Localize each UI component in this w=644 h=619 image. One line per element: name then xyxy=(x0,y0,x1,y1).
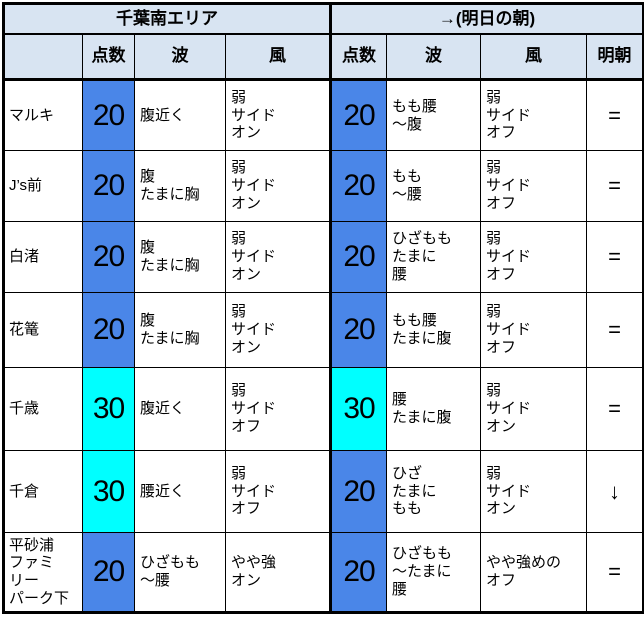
trend-column-header: 明朝 xyxy=(585,33,644,81)
site-cell: 平砂浦 ファミ リー パーク下 xyxy=(3,532,83,613)
score-column-header-left: 点数 xyxy=(82,33,135,81)
score-cell-right: 20 xyxy=(329,79,387,151)
table-row: J’s前 20 腹 たまに胸 弱 サイド オン 20 もも ～腰 弱 サイド オ… xyxy=(3,150,644,222)
wave-cell-left: 腹 たまに胸 xyxy=(134,150,226,222)
trend-cell: ↓ xyxy=(585,450,644,533)
score-cell-left: 20 xyxy=(82,150,135,222)
wind-cell-right: 弱 サイド オフ xyxy=(480,221,587,293)
wave-cell-right: 腰 たまに腹 xyxy=(386,367,481,451)
score-cell-left: 20 xyxy=(82,292,135,368)
wind-cell-right: 弱 サイド オフ xyxy=(480,150,587,222)
wind-column-header-left: 風 xyxy=(225,33,331,81)
site-cell: 花篭 xyxy=(3,292,83,368)
wind-cell-left: 弱 サイド オン xyxy=(225,79,331,151)
wave-cell-left: ひざもも ～腰 xyxy=(134,532,226,613)
score-cell-right: 20 xyxy=(329,450,387,533)
wave-cell-right: ひざもも たまに 腰 xyxy=(386,221,481,293)
score-cell-right: 20 xyxy=(329,532,387,613)
score-cell-right: 20 xyxy=(329,150,387,222)
wave-cell-left: 腰近く xyxy=(134,450,226,533)
area-title-left: 千葉南エリア xyxy=(3,3,331,35)
score-column-header-right: 点数 xyxy=(329,33,387,81)
trend-cell: = xyxy=(585,532,644,613)
wind-cell-left: やや強 オン xyxy=(225,532,331,613)
trend-cell: = xyxy=(585,292,644,368)
wave-cell-right: もも腰 たまに腹 xyxy=(386,292,481,368)
wind-cell-left: 弱 サイド オフ xyxy=(225,367,331,451)
wave-cell-right: もも ～腰 xyxy=(386,150,481,222)
site-cell: J’s前 xyxy=(3,150,83,222)
wave-cell-left: 腹 たまに胸 xyxy=(134,221,226,293)
wave-cell-right: もも腰 ～腹 xyxy=(386,79,481,151)
score-cell-left: 30 xyxy=(82,367,135,451)
wind-cell-left: 弱 サイド オン xyxy=(225,150,331,222)
wind-cell-left: 弱 サイド オフ xyxy=(225,450,331,533)
trend-cell: = xyxy=(585,79,644,151)
wave-column-header-left: 波 xyxy=(134,33,226,81)
table-row: 千倉 30 腰近く 弱 サイド オフ 20 ひざ たまに もも 弱 サイド オン… xyxy=(3,450,644,533)
table-row: マルキ 20 腹近く 弱 サイド オン 20 もも腰 ～腹 弱 サイド オフ = xyxy=(3,79,644,151)
wind-cell-right: 弱 サイド オン xyxy=(480,450,587,533)
score-cell-left: 20 xyxy=(82,221,135,293)
score-cell-left: 20 xyxy=(82,532,135,613)
wind-cell-right: 弱 サイド オン xyxy=(480,367,587,451)
wave-cell-left: 腹近く xyxy=(134,79,226,151)
table-row: 平砂浦 ファミ リー パーク下 20 ひざもも ～腰 やや強 オン 20 ひざも… xyxy=(3,532,644,613)
trend-cell: = xyxy=(585,221,644,293)
score-cell-right: 20 xyxy=(329,292,387,368)
wind-cell-right: 弱 サイド オフ xyxy=(480,292,587,368)
site-cell: マルキ xyxy=(3,79,83,151)
wind-cell-right: 弱 サイド オフ xyxy=(480,79,587,151)
table-row: 千歳 30 腹近く 弱 サイド オフ 30 腰 たまに腹 弱 サイド オン = xyxy=(3,367,644,451)
wave-cell-right: ひざもも ～たまに 腰 xyxy=(386,532,481,613)
score-cell-right: 20 xyxy=(329,221,387,293)
area-title-row: 千葉南エリア →(明日の朝) xyxy=(3,3,644,35)
score-cell-left: 30 xyxy=(82,450,135,533)
wave-cell-right: ひざ たまに もも xyxy=(386,450,481,533)
wave-cell-left: 腹近く xyxy=(134,367,226,451)
table-row: 花篭 20 腹 たまに胸 弱 サイド オン 20 もも腰 たまに腹 弱 サイド … xyxy=(3,292,644,368)
wind-cell-left: 弱 サイド オン xyxy=(225,221,331,293)
score-cell-right: 30 xyxy=(329,367,387,451)
wind-cell-left: 弱 サイド オン xyxy=(225,292,331,368)
score-cell-left: 20 xyxy=(82,79,135,151)
table-row: 白渚 20 腹 たまに胸 弱 サイド オン 20 ひざもも たまに 腰 弱 サイ… xyxy=(3,221,644,293)
wind-cell-right: やや強めの オフ xyxy=(480,532,587,613)
wave-column-header-right: 波 xyxy=(386,33,481,81)
area-title-right: →(明日の朝) xyxy=(328,3,644,35)
trend-cell: = xyxy=(585,150,644,222)
column-header-row: 点数 波 風 点数 波 風 明朝 xyxy=(3,33,644,81)
site-column-header xyxy=(3,33,83,81)
site-cell: 千倉 xyxy=(3,450,83,533)
trend-cell: = xyxy=(585,367,644,451)
wave-cell-left: 腹 たまに胸 xyxy=(134,292,226,368)
wind-column-header-right: 風 xyxy=(480,33,587,81)
site-cell: 千歳 xyxy=(3,367,83,451)
site-cell: 白渚 xyxy=(3,221,83,293)
